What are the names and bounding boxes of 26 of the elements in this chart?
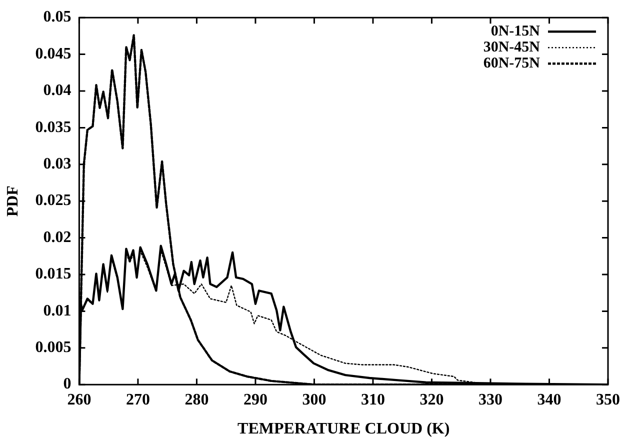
y-axis-title: PDF xyxy=(4,185,22,217)
y-tick-label: 0 xyxy=(63,376,72,393)
x-tick-label: 290 xyxy=(243,391,268,408)
x-tick-label: 340 xyxy=(537,391,562,408)
y-tick-label: 0.01 xyxy=(43,302,72,320)
x-axis-title: TEMPERATURE CLOUD (K) xyxy=(238,420,450,438)
y-tick-label: 0.045 xyxy=(35,45,72,62)
y-tick-label: 0.05 xyxy=(43,8,72,26)
x-tick-label: 300 xyxy=(302,391,326,408)
legend-label: 60N-75N xyxy=(483,55,540,72)
y-tick-label: 0.035 xyxy=(35,118,72,136)
x-tick-label: 330 xyxy=(478,391,502,408)
y-tick-label: 0.005 xyxy=(35,339,72,356)
y-tick-label: 0.04 xyxy=(43,82,72,100)
x-tick-label: 310 xyxy=(360,391,385,408)
y-tick-label: 0.02 xyxy=(43,228,72,246)
x-tick-label: 270 xyxy=(126,391,150,408)
y-tick-label: 0.025 xyxy=(35,192,72,210)
x-tick-label: 320 xyxy=(420,391,444,408)
y-tick-label: 0.015 xyxy=(35,266,72,283)
legend-label: 0N-15N xyxy=(490,23,540,40)
x-tick-label: 280 xyxy=(184,391,209,408)
x-tick-label: 350 xyxy=(596,391,620,408)
legend-label: 30N-45N xyxy=(483,39,540,56)
x-tick-label: 260 xyxy=(67,391,92,408)
y-tick-label: 0.03 xyxy=(43,156,72,173)
